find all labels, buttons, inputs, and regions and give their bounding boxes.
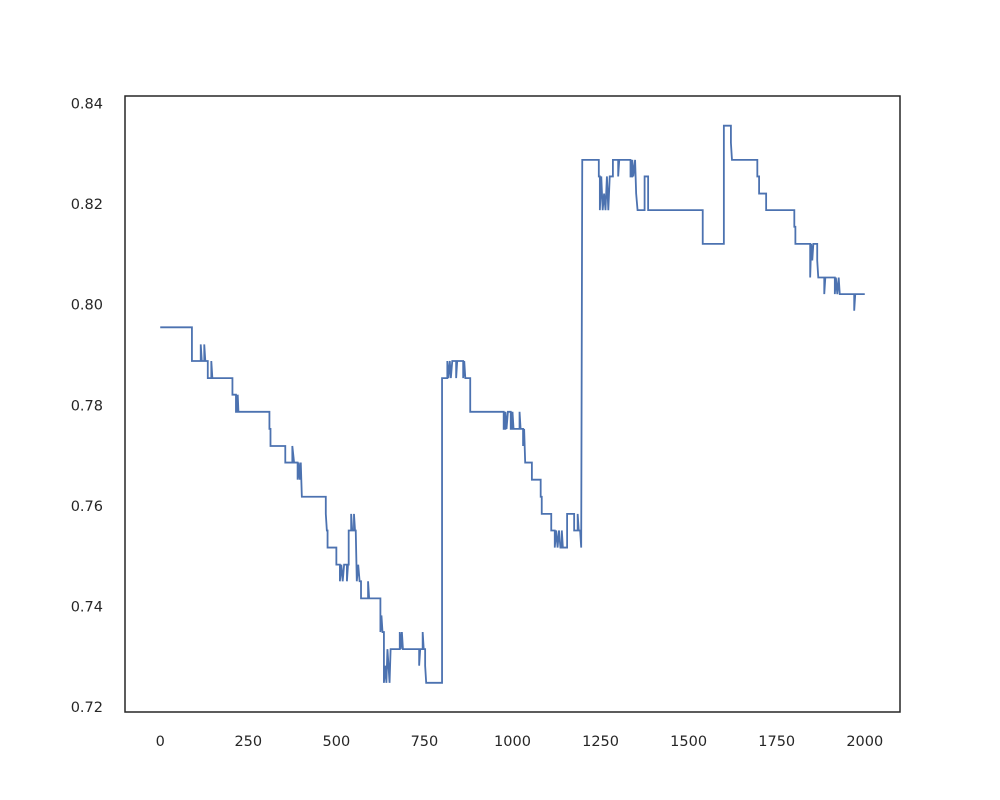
y-tick-label: 0.82 xyxy=(71,197,103,213)
series-group xyxy=(160,124,865,684)
x-tick-label: 250 xyxy=(234,734,262,750)
y-tick-label: 0.78 xyxy=(71,398,103,414)
x-tick-label: 2000 xyxy=(846,734,883,750)
series-line xyxy=(160,124,865,684)
x-tick-label: 1500 xyxy=(670,734,707,750)
x-tick-label: 0 xyxy=(156,734,165,750)
x-tick-label: 750 xyxy=(411,734,439,750)
x-tick-label: 1250 xyxy=(582,734,619,750)
y-tick-label: 0.84 xyxy=(71,97,103,113)
x-tick-label: 1750 xyxy=(758,734,795,750)
plot-area xyxy=(124,95,901,713)
x-tick-label: 500 xyxy=(323,734,351,750)
y-tick-label: 0.72 xyxy=(71,700,103,716)
ticks-group: 0 250 500 750 1000 1250 1500 1750 2000 0.72 0.74 0.… xyxy=(71,97,884,750)
y-tick-label: 0.76 xyxy=(71,499,103,515)
y-tick-label: 0.74 xyxy=(71,599,103,615)
y-tick-label: 0.80 xyxy=(71,298,103,314)
x-tick-label: 1000 xyxy=(494,734,531,750)
